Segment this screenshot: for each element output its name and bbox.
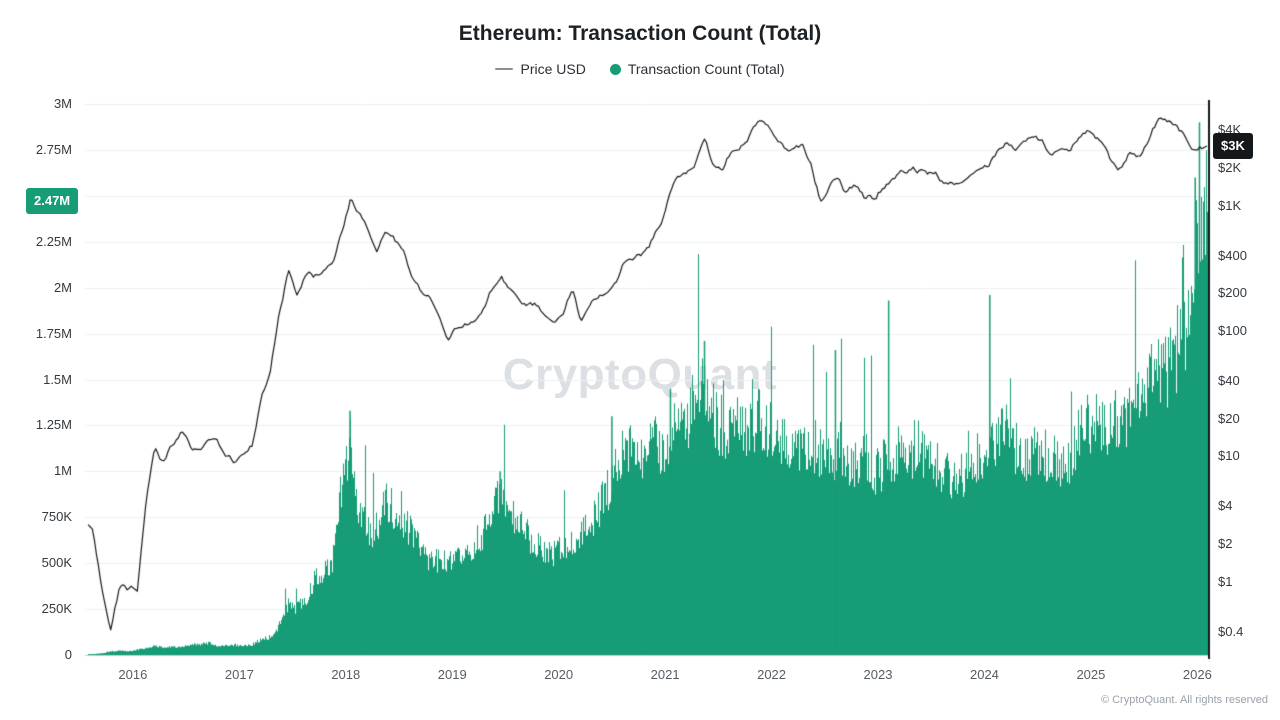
right-axis-tick: $40 — [1218, 372, 1240, 388]
right-axis-tick: $1 — [1218, 573, 1233, 589]
x-axis-tick: 2026 — [1182, 667, 1212, 682]
right-axis-tick: $200 — [1218, 285, 1247, 301]
latest-transaction-count-badge: 2.47M — [26, 188, 79, 215]
right-axis-tick: $400 — [1218, 247, 1247, 263]
x-axis-tick: 2025 — [1076, 667, 1106, 682]
left-axis-tick: 750K — [41, 509, 72, 525]
copyright-text: © CryptoQuant. All rights reserved — [1100, 694, 1268, 706]
left-axis-tick: 0 — [64, 647, 72, 662]
chart-legend: Price USD Transaction Count (Total) — [0, 61, 1280, 77]
right-axis-tick: $4 — [1218, 498, 1233, 514]
x-axis-tick: 2018 — [331, 667, 361, 682]
chart-title: Ethereum: Transaction Count (Total) — [458, 22, 822, 45]
right-axis-tick: $2K — [1218, 160, 1242, 176]
right-axis-tick: $10 — [1218, 448, 1240, 464]
left-axis-tick: 2.25M — [35, 233, 72, 249]
x-axis-tick: 2020 — [544, 667, 574, 682]
right-axis-tick: $2 — [1218, 535, 1233, 551]
x-axis-tick: 2022 — [757, 667, 787, 682]
left-axis-tick: 250K — [41, 601, 72, 617]
left-axis-tick: 500K — [41, 555, 72, 571]
left-axis-tick: 1.5M — [43, 371, 72, 387]
x-axis-tick: 2023 — [863, 667, 893, 682]
x-axis-tick: 2024 — [969, 667, 999, 682]
legend-label: Price USD — [520, 61, 586, 77]
series-dot-marker — [609, 63, 621, 75]
x-axis-tick: 2017 — [224, 667, 254, 682]
right-axis-tick: $20 — [1218, 410, 1240, 426]
legend-item-transaction-count[interactable]: Transaction Count (Total) — [609, 61, 785, 77]
latest-price-badge: $3K — [1213, 133, 1253, 160]
left-axis-tick: 3M — [53, 96, 72, 111]
left-axis-tick: 1M — [53, 463, 72, 479]
price-line-marker — [495, 68, 514, 70]
right-axis-tick: $100 — [1218, 323, 1247, 339]
legend-label: Transaction Count (Total) — [627, 61, 785, 77]
x-axis-labels: 2016 2017 2018 2019 2020 2021 2022 2023 2024 2025… — [0, 667, 1280, 687]
x-axis-tick: 2021 — [650, 667, 680, 682]
legend-item-price-usd[interactable]: Price USD — [495, 61, 586, 77]
left-axis-tick: 2.75M — [35, 141, 72, 157]
right-axis-tick: $1K — [1218, 197, 1242, 213]
x-axis-tick: 2016 — [118, 667, 148, 682]
right-axis-labels: $4K $2K $1K $400 $200 $100 $40 $20 $10 $4 $2 $1 $0.4 — [1218, 0, 1278, 720]
left-axis-tick: 2M — [53, 279, 72, 295]
x-axis-tick: 2019 — [437, 667, 467, 682]
left-axis-tick: 1.25M — [35, 417, 72, 433]
right-axis-tick: $0.4 — [1218, 623, 1244, 639]
left-axis-tick: 1.75M — [35, 325, 72, 341]
left-axis-labels: 0 250K 500K 750K 1M 1.25M 1.5M 1.75M 2M 2.25M 2.75… — [0, 0, 76, 720]
